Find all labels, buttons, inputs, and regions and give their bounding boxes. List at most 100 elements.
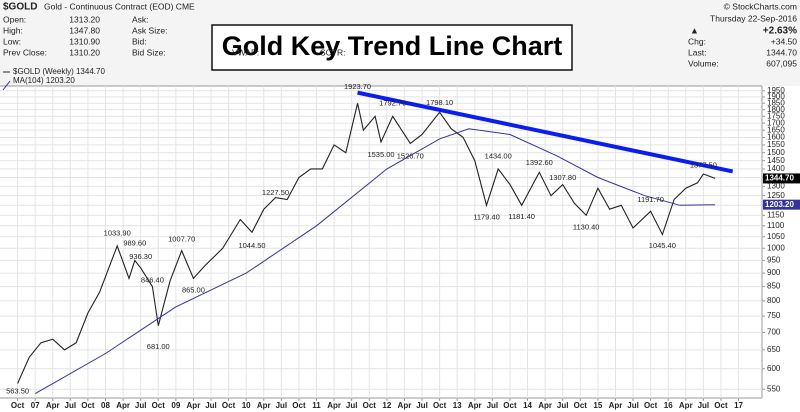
credit: © StockCharts.com	[724, 1, 797, 11]
x-tick-label: Oct	[222, 401, 236, 410]
x-tick-label: 08	[101, 401, 110, 410]
price-annotation: 681.00	[147, 342, 170, 351]
ma-tag: 1203.20	[765, 200, 794, 209]
price-line	[17, 103, 716, 384]
x-tick-label: Oct	[363, 401, 377, 410]
x-tick-label: Jul	[65, 401, 77, 410]
field-label: Open:	[3, 14, 26, 24]
x-tick-label: 17	[734, 401, 743, 410]
moving-average-line	[34, 128, 716, 395]
x-tick-label: Oct	[574, 401, 588, 410]
x-tick-label: Jul	[416, 401, 428, 410]
x-tick-label: 15	[593, 401, 602, 410]
x-tick-label: Oct	[644, 401, 658, 410]
x-tick-label: Apr	[327, 401, 341, 410]
price-annotation: 1392.60	[526, 158, 553, 167]
price-annotation: 1179.40	[473, 212, 500, 221]
field-label: VWAP:	[232, 47, 259, 57]
price-annotation: 1007.70	[168, 234, 195, 243]
field-value: 1313.20	[69, 14, 100, 24]
price-annotation: 1045.40	[649, 241, 676, 250]
x-tick-label: Oct	[11, 401, 25, 410]
y-tick-label: 1250	[767, 191, 785, 200]
y-tick-label: 1600	[767, 133, 785, 142]
y-tick-label: 1500	[767, 148, 785, 157]
x-tick-label: 13	[453, 401, 462, 410]
price-annotation: 1307.80	[549, 173, 576, 182]
x-tick-label: 14	[523, 401, 532, 410]
price-annotation: 1181.40	[508, 212, 535, 221]
x-tick-label: Apr	[257, 401, 271, 410]
price-annotation: 1434.00	[485, 151, 512, 160]
stat-label: Chg:	[688, 36, 706, 46]
chart-title: Gold Key Trend Line Chart	[222, 31, 563, 61]
price-annotation: 1377.50	[690, 161, 717, 170]
price-annotation: 1798.10	[426, 98, 453, 107]
x-tick-label: Apr	[398, 401, 412, 410]
x-tick-label: Oct	[81, 401, 95, 410]
stat-value: +34.50	[771, 36, 798, 46]
y-tick-label: 1450	[767, 156, 785, 165]
field-label: Low:	[3, 36, 21, 46]
stat-value: 607,095	[766, 58, 797, 68]
price-tag: 1344.70	[765, 174, 794, 183]
trend-line	[357, 90, 734, 174]
y-tick-label: 900	[767, 268, 781, 277]
price-annotation: 1227.50	[262, 188, 289, 197]
field-value: 1310.90	[69, 36, 100, 46]
x-tick-label: Jul	[135, 401, 147, 410]
field-label: Bid Size:	[132, 47, 166, 57]
price-annotation: 1535.00	[367, 150, 394, 159]
y-tick-label: 1400	[767, 164, 785, 173]
y-tick-label: 700	[767, 328, 781, 337]
price-annotation: 846.40	[141, 276, 164, 285]
price-annotation: 1191.70	[637, 195, 664, 204]
y-tick-label: 550	[767, 384, 781, 393]
y-tick-label: 1550	[767, 140, 785, 149]
y-tick-label: 800	[767, 296, 781, 305]
y-tick-label: 850	[767, 282, 781, 291]
price-tag-box	[763, 173, 800, 184]
y-tick-label: 1950	[767, 86, 785, 95]
legend-swatch	[2, 80, 11, 91]
stat-label: Last:	[688, 47, 706, 57]
field-value: 1347.80	[69, 25, 100, 35]
x-tick-label: Apr	[468, 401, 482, 410]
x-tick-label: 16	[664, 401, 673, 410]
x-tick-label: 07	[31, 401, 40, 410]
price-annotation: 1033.90	[104, 228, 131, 237]
y-tick-label: 1850	[767, 98, 785, 107]
y-tick-label: 1050	[767, 232, 785, 241]
x-tick-label: 10	[242, 401, 251, 410]
y-tick-label: 1700	[767, 118, 785, 127]
x-tick-label: Apr	[609, 401, 623, 410]
price-annotation: 1792.70	[379, 99, 406, 108]
y-tick-label: 1900	[767, 92, 785, 101]
x-tick-label: Jul	[205, 401, 217, 410]
x-tick-label: Oct	[714, 401, 728, 410]
y-tick-label: 1000	[767, 243, 785, 252]
field-label: Prev Close:	[3, 47, 47, 57]
change-pct: +2.63%	[763, 26, 797, 37]
x-tick-label: Oct	[433, 401, 447, 410]
x-tick-label: Jul	[557, 401, 569, 410]
price-annotation: 1130.40	[573, 222, 600, 231]
title-box	[211, 24, 573, 71]
y-tick-label: 950	[767, 255, 781, 264]
price-annotation: 1526.70	[397, 151, 424, 160]
x-tick-label: Oct	[503, 401, 517, 410]
price-annotation: 865.00	[182, 285, 205, 294]
x-tick-label: Apr	[187, 401, 201, 410]
date: Thursday 22-Sep-2016	[710, 13, 797, 23]
y-tick-label: 1650	[767, 125, 785, 134]
x-tick-label: Jul	[627, 401, 639, 410]
price-annotation: 1923.70	[344, 82, 371, 91]
y-tick-label: 1100	[767, 221, 785, 230]
stat-value: 1344.70	[766, 47, 797, 57]
y-tick-label: 1800	[767, 105, 785, 114]
price-annotation: 1044.50	[238, 241, 265, 250]
y-tick-label: 650	[767, 345, 781, 354]
x-tick-label: Jul	[487, 401, 499, 410]
x-tick-label: 11	[312, 401, 321, 410]
